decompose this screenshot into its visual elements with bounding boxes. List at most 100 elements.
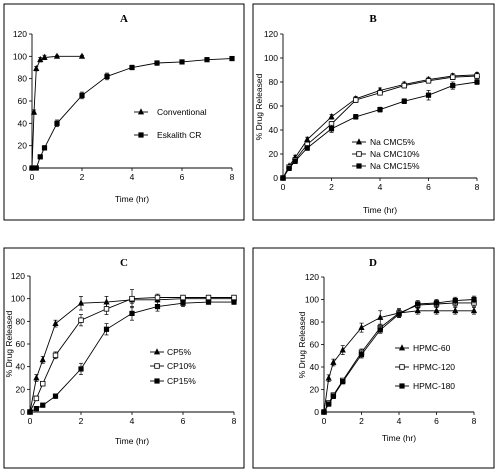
legend-marker	[356, 151, 362, 157]
data-point	[78, 317, 84, 323]
data-point	[52, 352, 59, 359]
panel-frame	[252, 247, 495, 469]
y-tick-label: 80	[310, 317, 320, 327]
legend-label: HPMC-60	[413, 343, 451, 353]
y-tick-label: 20	[16, 384, 26, 394]
x-tick-label: 4	[397, 416, 402, 426]
legend-entry: Na CMC5%	[352, 137, 415, 147]
data-point	[77, 299, 85, 306]
y-tick-label: 0	[20, 407, 25, 417]
y-tick-label: 0	[22, 163, 27, 173]
x-tick-label: 2	[79, 416, 84, 426]
x-tick-label: 2	[359, 416, 364, 426]
data-point	[154, 294, 161, 301]
legend-marker	[154, 378, 160, 384]
y-tick-label: 20	[269, 149, 279, 159]
data-point	[180, 300, 186, 306]
data-point	[414, 306, 421, 314]
series-1	[27, 289, 237, 415]
legend-marker	[138, 132, 144, 138]
legend-label: Na CMC5%	[370, 137, 415, 147]
data-point	[78, 52, 86, 59]
data-point	[37, 55, 44, 63]
data-point	[304, 145, 310, 151]
data-point	[433, 300, 440, 306]
x-tick-label: 0	[322, 416, 327, 426]
legend-entry: Na CMC10%	[352, 149, 420, 159]
legend-marker	[137, 108, 145, 115]
panel-letter: B	[369, 13, 377, 25]
x-axis-title: Time (hr)	[382, 433, 416, 443]
panel-letter: D	[369, 257, 377, 269]
x-tick-label: 8	[232, 416, 237, 426]
panel-a: A 0 20 40 60 80 100 120 0 2 4 6 8 Time (hr) Convention…	[3, 3, 245, 221]
data-point	[180, 294, 186, 301]
legend-label: CP10%	[167, 361, 196, 371]
legend-marker	[154, 363, 160, 369]
data-point	[425, 78, 432, 84]
data-point	[33, 405, 39, 412]
data-point	[154, 60, 160, 66]
data-point	[29, 165, 35, 171]
data-point	[37, 154, 43, 160]
y-tick-label: 80	[18, 74, 28, 84]
data-point	[229, 55, 235, 62]
data-point	[452, 306, 459, 314]
x-axis-title: Time (hr)	[363, 205, 397, 215]
y-axis-title: % Drug Released	[297, 311, 307, 378]
data-point	[129, 310, 135, 317]
panel-b: B 0 20 40 60 80 100 120 0 2 4 6 8 Time (hr) % Drug Rel…	[252, 3, 495, 221]
x-tick-label: 2	[329, 182, 334, 192]
legend-marker	[355, 138, 363, 145]
data-point	[450, 83, 456, 89]
data-point	[30, 108, 38, 115]
y-tick-label: 40	[310, 362, 320, 372]
y-tick-label: 120	[305, 272, 319, 282]
legend-label: Eskalith CR	[157, 130, 201, 140]
panel-letter: C	[120, 257, 128, 269]
data-point	[33, 374, 40, 381]
panel-d: D 0 20 40 60 80 100 120 0 2 4 6 8 Time (hr) % Drug Rel…	[252, 247, 495, 469]
data-point	[377, 327, 383, 333]
legend-marker	[398, 344, 406, 351]
data-point	[326, 401, 332, 407]
data-point	[358, 323, 365, 331]
legend-marker	[356, 163, 362, 169]
x-tick-label: 6	[434, 416, 439, 426]
legend-label: Na CMC15%	[370, 161, 420, 171]
y-tick-label: 100	[305, 295, 319, 305]
data-point	[328, 126, 335, 132]
legend-entry: HPMC-60	[395, 343, 451, 353]
data-point	[231, 299, 237, 305]
x-axis-title: Time (hr)	[115, 194, 149, 204]
x-axis-title: Time (hr)	[115, 436, 149, 446]
legend-entry: CP10%	[150, 361, 196, 371]
data-point	[78, 366, 84, 372]
data-point	[231, 294, 237, 301]
x-tick-label: 4	[130, 416, 135, 426]
y-tick-label: 100	[11, 294, 25, 304]
data-point	[27, 409, 33, 415]
data-point	[425, 92, 432, 98]
data-point	[321, 409, 327, 415]
data-point	[286, 165, 292, 172]
y-tick-label: 20	[18, 141, 28, 151]
y-tick-label: 20	[310, 385, 320, 395]
panel-frame	[3, 247, 245, 469]
data-point	[377, 90, 383, 96]
data-point	[474, 73, 480, 79]
data-point	[340, 379, 346, 385]
data-point	[103, 326, 110, 332]
data-point	[129, 295, 135, 302]
data-point	[339, 346, 346, 353]
data-point	[471, 296, 477, 303]
data-point	[325, 374, 332, 381]
x-tick-label: 0	[30, 172, 35, 182]
y-tick-label: 120	[11, 271, 25, 281]
data-point	[396, 311, 402, 317]
data-point	[450, 74, 456, 80]
data-point	[280, 175, 286, 181]
panel-c: C 0 20 40 60 80 100 120 0 2 4 6 8 Time (hr) % Drug Rel…	[3, 247, 245, 469]
x-tick-label: 8	[230, 172, 235, 182]
